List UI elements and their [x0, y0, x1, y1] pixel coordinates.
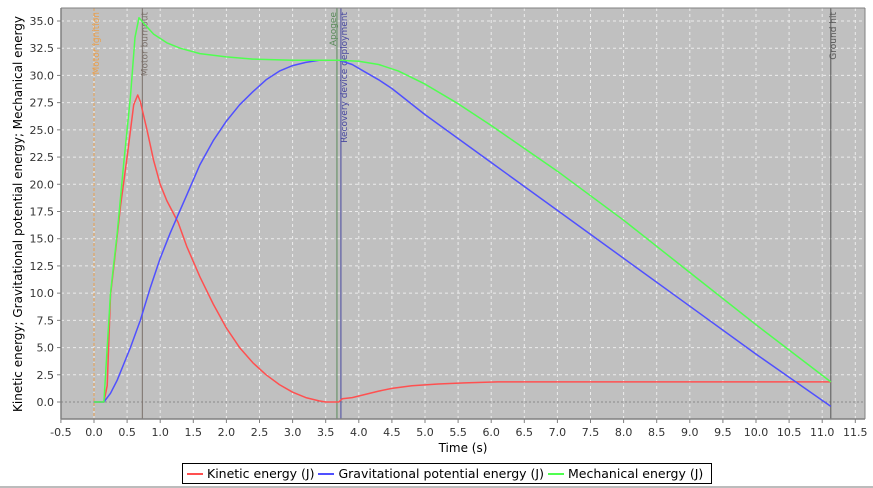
y-tick-label: 22.5: [30, 151, 55, 164]
plot-area: [61, 8, 865, 419]
series-line-2: [94, 16, 832, 403]
x-tick-label: 10.0: [744, 426, 769, 439]
x-tick-label: 0.5: [118, 426, 136, 439]
legend-item-kinetic: Kinetic energy (J): [187, 466, 314, 481]
x-tick-label: 4.0: [350, 426, 368, 439]
x-tick-label: 0.0: [85, 426, 103, 439]
y-tick-label: 20.0: [30, 178, 55, 191]
y-tick-label: 0.0: [37, 396, 55, 409]
x-tick-label: 7.5: [582, 426, 600, 439]
x-tick-label: 1.5: [185, 426, 203, 439]
legend-item-potential: Gravitational potential energy (J): [318, 466, 544, 481]
y-tick-label: 25.0: [30, 124, 55, 137]
legend-swatch-kinetic: [187, 472, 203, 475]
chart-legend: Kinetic energy (J) Gravitational potenti…: [182, 463, 713, 484]
x-axis-title: Time (s): [438, 441, 488, 455]
legend-label-potential: Gravitational potential energy (J): [338, 466, 544, 481]
y-axis-title: Kinetic energy; Gravitational potential …: [11, 16, 25, 412]
grid-lines: [61, 8, 865, 419]
legend-item-mechanical: Mechanical energy (J): [548, 466, 703, 481]
x-tick-label: 11.0: [810, 426, 835, 439]
data-series: [94, 16, 832, 408]
x-tick-label: 4.5: [383, 426, 401, 439]
y-tick-label: 15.0: [30, 233, 55, 246]
x-tick-label: 8.5: [648, 426, 666, 439]
x-tick-label: 3.5: [317, 426, 335, 439]
x-tick-label: 3.0: [284, 426, 302, 439]
x-tick-label: 2.5: [251, 426, 269, 439]
legend-label-kinetic: Kinetic energy (J): [207, 466, 315, 481]
x-axis-ticks: -0.5 0.0 0.5 1.0 1.5 2.0 2.5 3.0 3.5 4.0 4.5 5.0 5.5…: [50, 419, 868, 439]
x-tick-label: 1.0: [151, 426, 169, 439]
x-tick-label: 2.0: [218, 426, 236, 439]
x-tick-label: 6.5: [516, 426, 534, 439]
y-tick-label: 35.0: [30, 15, 55, 28]
bottom-divider: [0, 486, 873, 488]
x-tick-label: 6.0: [482, 426, 500, 439]
event-label: Recovery device deployment: [340, 12, 350, 143]
y-tick-label: 7.5: [37, 314, 55, 327]
x-tick-label: 5.0: [416, 426, 434, 439]
event-label: Motor burnout: [140, 12, 150, 77]
event-label: Apogee: [329, 12, 339, 47]
legend-swatch-potential: [318, 472, 335, 475]
y-tick-label: 10.0: [30, 287, 55, 300]
x-tick-label: 10.5: [777, 426, 802, 439]
y-tick-label: 5.0: [37, 342, 55, 355]
y-tick-label: 27.5: [30, 97, 55, 110]
y-tick-label: 17.5: [30, 205, 55, 218]
y-axis-ticks: 0.0 2.5 5.0 7.5 10.0 12.5 15.0 17.5 20.0 22.5 25.0…: [30, 15, 61, 409]
series-line-1: [94, 59, 832, 408]
y-tick-label: 30.0: [30, 69, 55, 82]
event-markers: Motor ignition Motor burnout Apogee Recover…: [92, 8, 839, 419]
event-label: Motor ignition: [92, 12, 102, 75]
x-tick-label: 11.5: [843, 426, 868, 439]
y-tick-label: 12.5: [30, 260, 55, 273]
x-tick-label: 7.0: [549, 426, 567, 439]
x-tick-label: -0.5: [50, 426, 71, 439]
legend-swatch-mechanical: [548, 472, 564, 475]
x-tick-label: 8.0: [615, 426, 633, 439]
event-label: Ground hit: [829, 12, 839, 60]
legend-label-mechanical: Mechanical energy (J): [568, 466, 704, 481]
x-tick-label: 9.0: [681, 426, 699, 439]
y-tick-label: 32.5: [30, 42, 55, 55]
y-tick-label: 2.5: [37, 369, 55, 382]
x-tick-label: 9.5: [714, 426, 732, 439]
x-tick-label: 5.5: [449, 426, 467, 439]
series-line-0: [94, 94, 831, 403]
